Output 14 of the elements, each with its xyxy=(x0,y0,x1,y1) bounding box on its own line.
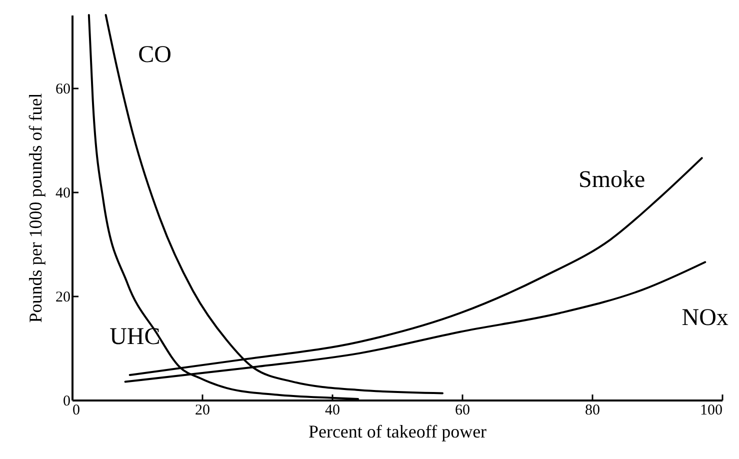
x-tick-label: 40 xyxy=(325,402,340,418)
x-tick-label: 100 xyxy=(700,402,722,418)
y-tick-label: 40 xyxy=(56,185,70,202)
series-label: NOx xyxy=(682,305,728,332)
x-tick-label: 60 xyxy=(455,402,470,418)
series-label: Smoke xyxy=(578,167,646,194)
x-axis-title: Percent of takeoff power xyxy=(308,422,487,442)
x-tick-label: 20 xyxy=(195,402,210,418)
x-tick-label: 80 xyxy=(585,402,600,418)
y-tick-label: 60 xyxy=(56,81,70,98)
y-axis-title: Pounds per 1000 pounds of fuel xyxy=(26,93,46,323)
series-label: UHC xyxy=(110,324,160,350)
series-label: CO xyxy=(138,42,172,68)
y-tick-label: 20 xyxy=(56,289,70,306)
